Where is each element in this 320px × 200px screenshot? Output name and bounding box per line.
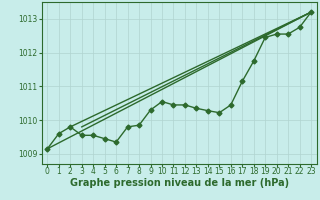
X-axis label: Graphe pression niveau de la mer (hPa): Graphe pression niveau de la mer (hPa): [70, 178, 289, 188]
